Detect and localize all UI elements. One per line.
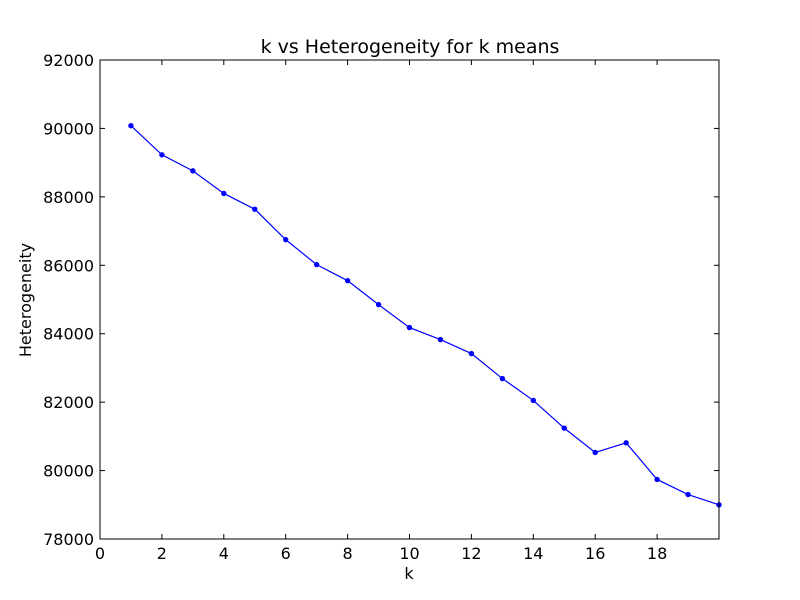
plot-area bbox=[100, 60, 719, 539]
y-tick-label: 78000 bbox=[43, 530, 94, 549]
y-tick-label: 88000 bbox=[43, 188, 94, 207]
x-tick-label: 10 bbox=[399, 544, 419, 563]
y-tick-label: 80000 bbox=[43, 462, 94, 481]
x-tick-label: 8 bbox=[343, 544, 353, 563]
x-tick-label: 4 bbox=[219, 544, 229, 563]
chart-title: k vs Heterogeneity for k means bbox=[261, 36, 560, 58]
y-tick-label: 92000 bbox=[43, 51, 94, 70]
y-tick-label: 82000 bbox=[43, 393, 94, 412]
data-point bbox=[252, 206, 258, 212]
x-tick-label: 0 bbox=[95, 544, 105, 563]
data-point bbox=[159, 152, 165, 158]
y-tick-label: 90000 bbox=[43, 119, 94, 138]
plot-frame bbox=[99, 59, 720, 540]
x-tick-label: 12 bbox=[461, 544, 481, 563]
data-point bbox=[375, 301, 382, 308]
data-point bbox=[128, 122, 134, 129]
series-line bbox=[130, 125, 720, 506]
x-tick-label: 16 bbox=[585, 544, 605, 563]
y-axis-label: Heterogeneity bbox=[16, 243, 35, 357]
x-tick-label: 6 bbox=[281, 544, 291, 563]
data-point bbox=[221, 190, 227, 197]
data-point bbox=[499, 375, 506, 382]
data-point bbox=[190, 168, 196, 174]
x-tick-label: 18 bbox=[647, 544, 667, 563]
data-point bbox=[561, 425, 567, 431]
data-point bbox=[654, 476, 660, 483]
x-axis-label: k bbox=[404, 564, 414, 583]
data-point bbox=[283, 236, 289, 243]
y-tick-label: 84000 bbox=[43, 325, 94, 344]
data-point bbox=[623, 440, 629, 446]
data-point bbox=[468, 350, 475, 357]
ticks-layer: 0 2 4 6 8 10 12 14 16 18 78000 80000 82000 84000 86000… bbox=[43, 51, 719, 563]
data-point bbox=[406, 324, 413, 331]
data-point bbox=[437, 336, 444, 343]
data-point bbox=[592, 449, 598, 456]
data-point bbox=[344, 277, 351, 284]
data-point bbox=[313, 261, 320, 268]
data-point bbox=[530, 397, 536, 404]
x-tick-label: 14 bbox=[523, 544, 543, 563]
data-point bbox=[685, 491, 691, 498]
y-tick-label: 86000 bbox=[43, 256, 94, 275]
x-tick-label: 2 bbox=[157, 544, 167, 563]
